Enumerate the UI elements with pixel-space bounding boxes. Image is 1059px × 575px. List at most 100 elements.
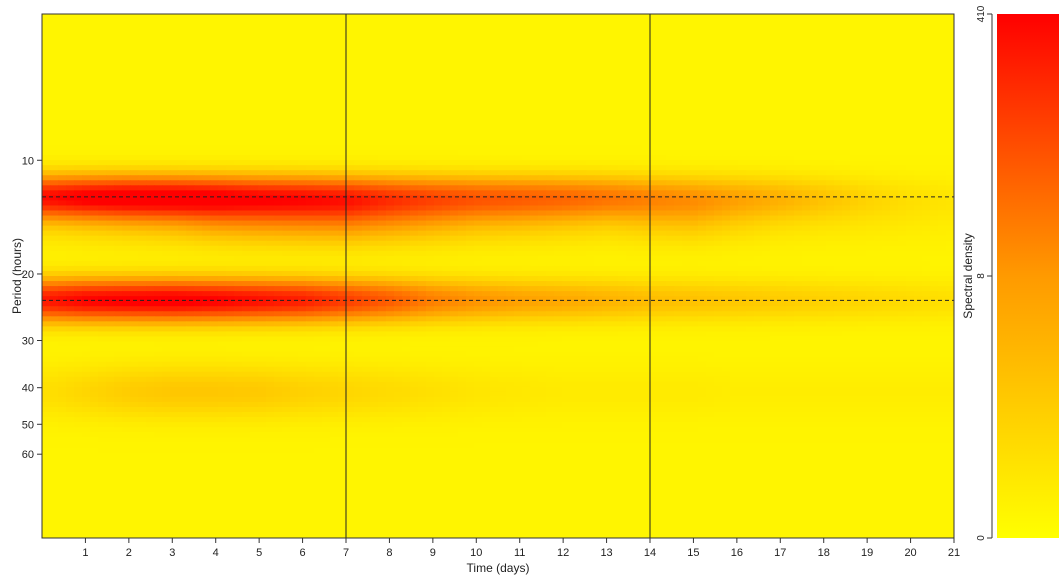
- heatmap-cell: [842, 64, 851, 71]
- heatmap-cell: [370, 185, 379, 191]
- heatmap-cell: [578, 129, 587, 136]
- heatmap-cell: [522, 150, 531, 156]
- heatmap-cell: [402, 225, 411, 232]
- heatmap-cell: [618, 175, 627, 181]
- heatmap-cell: [106, 109, 115, 116]
- heatmap-cell: [250, 145, 259, 151]
- heatmap-cell: [810, 139, 819, 146]
- heatmap-cell: [914, 220, 923, 227]
- heatmap-cell: [866, 180, 875, 186]
- heatmap-cell: [818, 74, 827, 81]
- heatmap-cell: [314, 230, 323, 237]
- heatmap-cell: [266, 59, 275, 65]
- heatmap-cell: [482, 225, 491, 232]
- heatmap-cell: [642, 74, 651, 81]
- heatmap-cell: [834, 185, 843, 191]
- heatmap-cell: [786, 210, 795, 217]
- heatmap-cell: [938, 185, 947, 191]
- heatmap-cell: [250, 114, 259, 121]
- heatmap-cell: [890, 89, 899, 96]
- heatmap-cell: [530, 64, 539, 71]
- heatmap-cell: [794, 84, 803, 91]
- heatmap-cell: [706, 180, 715, 186]
- heatmap-cell: [682, 59, 691, 65]
- heatmap-cell: [66, 44, 75, 50]
- heatmap-cell: [674, 79, 683, 86]
- heatmap-cell: [402, 175, 411, 181]
- heatmap-cell: [330, 210, 339, 217]
- heatmap-cell: [754, 200, 763, 207]
- heatmap-cell: [746, 84, 755, 91]
- heatmap-cell: [930, 34, 939, 40]
- heatmap-cell: [458, 54, 467, 60]
- heatmap-cell: [434, 215, 443, 222]
- heatmap-cell: [250, 39, 259, 45]
- heatmap-cell: [138, 94, 147, 101]
- heatmap-cell: [466, 104, 475, 111]
- heatmap-cell: [938, 170, 947, 176]
- heatmap-cell: [410, 39, 419, 45]
- heatmap-cell: [370, 79, 379, 86]
- heatmap-cell: [242, 185, 251, 191]
- heatmap-cell: [898, 49, 907, 55]
- heatmap-cell: [594, 94, 603, 101]
- heatmap-cell: [834, 124, 843, 131]
- heatmap-cell: [298, 134, 307, 141]
- heatmap-cell: [818, 44, 827, 50]
- heatmap-cell: [882, 19, 891, 25]
- heatmap-cell: [658, 145, 667, 151]
- heatmap-cell: [466, 200, 475, 207]
- heatmap-cell: [306, 64, 315, 71]
- heatmap-cell: [282, 94, 291, 101]
- heatmap-cell: [890, 59, 899, 65]
- heatmap-cell: [298, 210, 307, 217]
- heatmap-cell: [242, 139, 251, 146]
- heatmap-cell: [690, 134, 699, 141]
- heatmap-cell: [690, 205, 699, 212]
- heatmap-cell: [874, 14, 883, 20]
- heatmap-cell: [466, 180, 475, 186]
- heatmap-cell: [338, 185, 347, 191]
- heatmap-cell: [650, 225, 659, 232]
- heatmap-cell: [562, 24, 571, 30]
- heatmap-cell: [138, 155, 147, 161]
- heatmap-cell: [538, 94, 547, 101]
- heatmap-cell: [322, 59, 331, 65]
- heatmap-cell: [674, 119, 683, 126]
- heatmap-cell: [114, 175, 123, 181]
- heatmap-cell: [458, 79, 467, 86]
- heatmap-cell: [946, 200, 954, 207]
- heatmap-cell: [754, 114, 763, 121]
- heatmap-cell: [234, 160, 243, 166]
- heatmap-cell: [410, 24, 419, 30]
- heatmap-cell: [186, 79, 195, 86]
- heatmap-cell: [826, 129, 835, 136]
- heatmap-cell: [634, 29, 643, 35]
- heatmap-cell: [226, 185, 235, 191]
- heatmap-cell: [946, 220, 954, 227]
- heatmap-cell: [218, 195, 227, 202]
- heatmap-cell: [482, 64, 491, 71]
- heatmap-cell: [354, 84, 363, 91]
- heatmap-cell: [218, 185, 227, 191]
- heatmap-cell: [562, 29, 571, 35]
- heatmap-cell: [714, 145, 723, 151]
- heatmap-cell: [594, 160, 603, 166]
- heatmap-cell: [514, 230, 523, 237]
- heatmap-cell: [458, 49, 467, 55]
- heatmap-cell: [762, 155, 771, 161]
- heatmap-cell: [74, 49, 83, 55]
- heatmap-cell: [458, 24, 467, 30]
- heatmap-cell: [642, 114, 651, 121]
- heatmap-cell: [250, 79, 259, 86]
- heatmap-cell: [874, 200, 883, 207]
- heatmap-cell: [466, 29, 475, 35]
- heatmap-cell: [818, 200, 827, 207]
- heatmap-cell: [162, 185, 171, 191]
- heatmap-cell: [266, 74, 275, 81]
- heatmap-cell: [842, 29, 851, 35]
- heatmap-cell: [682, 155, 691, 161]
- heatmap-cell: [626, 145, 635, 151]
- heatmap-cell: [474, 139, 483, 146]
- heatmap-cell: [946, 205, 954, 212]
